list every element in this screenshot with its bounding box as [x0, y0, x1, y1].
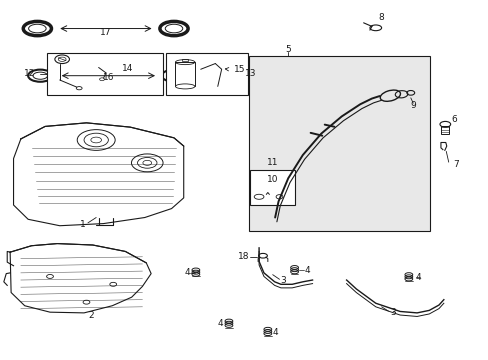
Ellipse shape — [33, 72, 47, 79]
Bar — [441, 126, 448, 134]
Text: 17: 17 — [100, 28, 111, 37]
Text: 16: 16 — [102, 73, 114, 82]
Bar — [249, 56, 429, 231]
Ellipse shape — [29, 24, 46, 33]
Text: 4: 4 — [272, 328, 278, 337]
Text: 8: 8 — [378, 13, 384, 22]
Bar — [182, 59, 188, 62]
Text: 10: 10 — [266, 175, 278, 184]
Ellipse shape — [165, 24, 183, 33]
Text: 11: 11 — [266, 158, 278, 167]
Bar — [175, 62, 195, 86]
Bar — [46, 53, 163, 95]
Bar — [250, 170, 294, 205]
Ellipse shape — [166, 72, 181, 79]
Text: 15: 15 — [234, 65, 245, 74]
Text: 9: 9 — [409, 101, 415, 110]
Text: 14: 14 — [122, 64, 133, 73]
Text: 5: 5 — [285, 45, 290, 54]
Text: 4: 4 — [184, 268, 190, 277]
Text: 1: 1 — [80, 220, 86, 229]
Text: 4: 4 — [217, 319, 223, 328]
Bar — [165, 53, 248, 95]
Text: 4: 4 — [304, 266, 310, 275]
Text: 6: 6 — [451, 116, 456, 125]
Text: 2: 2 — [88, 311, 94, 320]
Text: 12: 12 — [24, 69, 35, 78]
Text: 7: 7 — [452, 161, 458, 170]
Text: 18: 18 — [237, 252, 249, 261]
Text: 4: 4 — [415, 273, 421, 282]
Ellipse shape — [175, 84, 195, 89]
Text: 13: 13 — [244, 69, 256, 78]
Text: 3: 3 — [280, 276, 285, 285]
Text: 3: 3 — [389, 309, 395, 318]
